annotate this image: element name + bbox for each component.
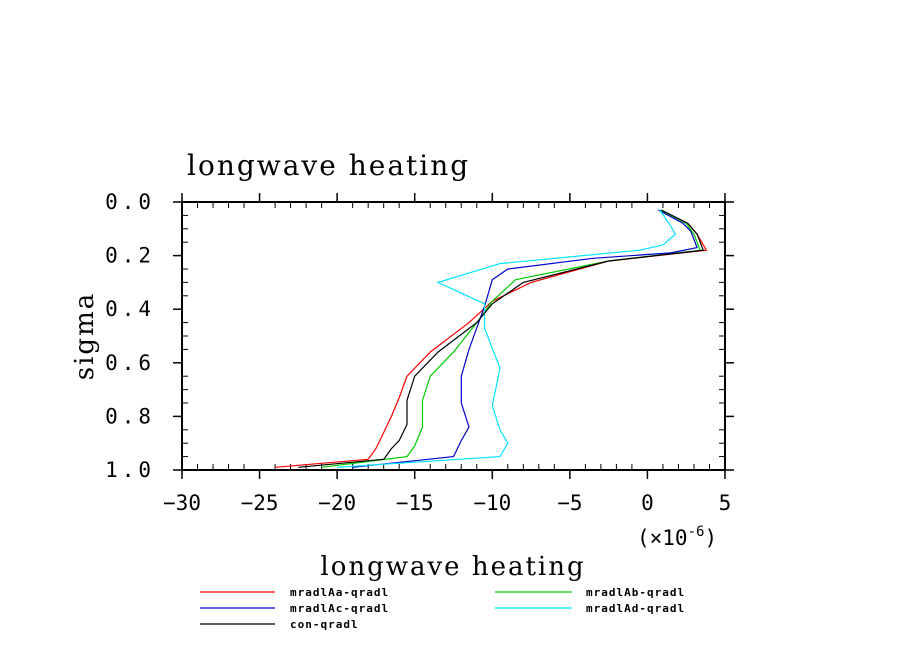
plot-frame <box>181 201 726 471</box>
x-tick-label: −30 <box>163 491 201 515</box>
x-tick-label: −10 <box>473 491 511 515</box>
y-axis-label: sigma <box>70 292 100 380</box>
legend-label: mradlAd-qradl <box>586 602 685 615</box>
legend-label: con-qradl <box>290 618 359 631</box>
y-tick-label: 0.4 <box>105 297 155 321</box>
x-axis-label: longwave heating <box>320 552 585 582</box>
series-group <box>275 209 708 468</box>
chart-title: longwave heating <box>187 149 470 182</box>
x-tick-label: −15 <box>396 491 434 515</box>
axis-ticks: −30 −25 −20 −15 −10 −5 0 5 0.0 0.2 0.4 0.6 0.8 1.0 <box>105 190 734 515</box>
x-multiplier-close: ) <box>704 526 717 550</box>
legend: mradlAa-qradl mradlAb-qradl mradlAc-qradl m… <box>200 586 685 631</box>
legend-label: mradlAa-qradl <box>290 586 389 599</box>
x-multiplier: (×10-6) <box>637 524 717 550</box>
x-multiplier-exponent: -6 <box>688 524 705 540</box>
x-tick-label: −5 <box>557 491 582 515</box>
x-tick-label: 0 <box>641 491 654 515</box>
series-line-mradlAc-qradl <box>352 209 698 468</box>
y-tick-label: 1.0 <box>105 458 155 482</box>
series-line-mradlAb-qradl <box>321 209 702 468</box>
y-tick-label: 0.2 <box>105 244 155 268</box>
x-multiplier-base: (×10 <box>637 526 688 550</box>
y-tick-label: 0.6 <box>105 351 155 375</box>
series-line-con-qradl <box>298 209 705 468</box>
x-tick-label: −25 <box>241 491 279 515</box>
series-line-mradlAa-qradl <box>275 209 708 468</box>
x-tick-label: −20 <box>318 491 356 515</box>
y-tick-label: 0.0 <box>105 190 155 214</box>
legend-label: mradlAc-qradl <box>290 602 389 615</box>
y-tick-label: 0.8 <box>105 404 155 428</box>
legend-label: mradlAb-qradl <box>586 586 685 599</box>
series-line-mradlAd-qradl <box>337 209 677 468</box>
x-tick-label: 5 <box>719 491 732 515</box>
